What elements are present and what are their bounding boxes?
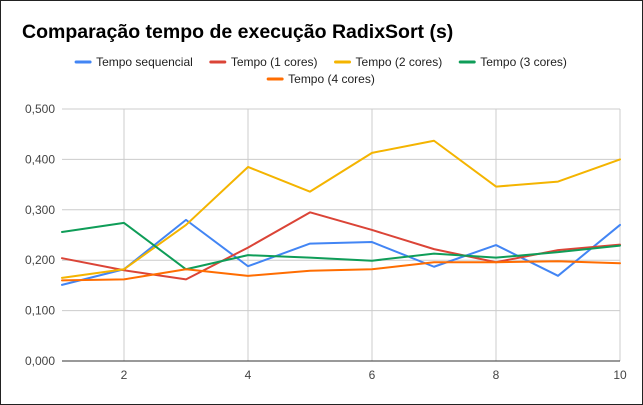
- legend-item: Tempo (4 cores): [266, 72, 375, 86]
- x-tick-label: 4: [245, 368, 252, 382]
- legend-item: Tempo (2 cores): [334, 55, 443, 69]
- legend-label: Tempo (2 cores): [356, 55, 443, 69]
- legend-item: Tempo (3 cores): [458, 55, 567, 69]
- series-line-5: [61, 260, 621, 282]
- x-tick-label: 2: [121, 368, 128, 382]
- y-tick-label: 0,000: [25, 354, 55, 368]
- chart-title: Comparação tempo de execução RadixSort (…: [22, 21, 454, 43]
- x-tick-label: 8: [493, 368, 500, 382]
- legend-label: Tempo (4 cores): [288, 72, 375, 86]
- series-line-4: [61, 221, 621, 271]
- y-tick-label: 0,100: [25, 304, 55, 318]
- y-tick-label: 0,500: [25, 102, 55, 116]
- series-line-3: [61, 139, 621, 279]
- y-tick-label: 0,200: [25, 253, 55, 267]
- y-tick-label: 0,400: [25, 152, 55, 166]
- x-tick-label: 6: [369, 368, 376, 382]
- x-tick-label: 10: [613, 368, 627, 382]
- legend-label: Tempo (3 cores): [480, 55, 567, 69]
- y-tick-label: 0,300: [25, 203, 55, 217]
- legend-label: Tempo (1 cores): [231, 55, 318, 69]
- series-line-1: [61, 218, 621, 286]
- legend-item: Tempo (1 cores): [209, 55, 318, 69]
- legend-item: Tempo sequencial: [74, 55, 193, 69]
- legend-label: Tempo sequencial: [96, 55, 193, 69]
